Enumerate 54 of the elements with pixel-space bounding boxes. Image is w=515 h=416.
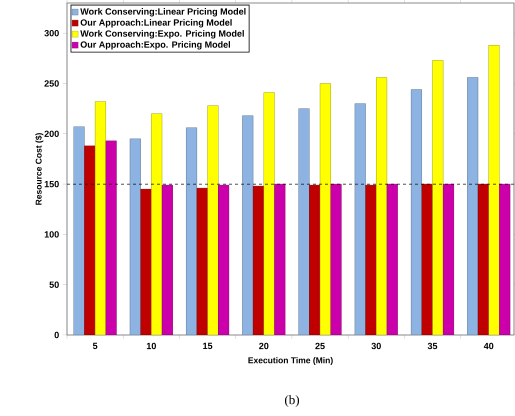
y-tick-label: 50 <box>49 282 59 288</box>
bar <box>442 184 454 335</box>
y-axis-title: Resource Cost ($) <box>35 133 44 205</box>
x-axis-title: Execution Time (Min) <box>248 357 333 365</box>
y-tick-label: 250 <box>44 80 59 87</box>
text: (b) <box>284 395 300 407</box>
y-tick-label: 200 <box>44 130 59 137</box>
bar <box>309 184 320 335</box>
x-tick-label: 25 <box>315 342 325 350</box>
bar <box>386 184 398 335</box>
bar <box>186 128 198 335</box>
x-tick-label: 20 <box>259 342 268 350</box>
y-tick-label: 100 <box>44 231 59 238</box>
x-tick-label: 15 <box>203 342 212 350</box>
y-tick-label: 150 <box>44 180 59 188</box>
bar <box>422 184 433 335</box>
bar <box>252 186 264 335</box>
bar <box>410 89 422 335</box>
bar <box>298 108 310 335</box>
legend-label: Work Conserving:Expo. Pricing Model <box>80 30 244 39</box>
bar <box>74 126 85 335</box>
bar <box>478 184 489 335</box>
bar <box>274 184 286 335</box>
y-tick-label: 0 <box>54 332 59 338</box>
bar <box>354 103 366 335</box>
bar <box>376 77 388 335</box>
bar <box>151 113 162 335</box>
bar <box>365 184 376 335</box>
bar <box>140 188 152 335</box>
legend-label: Our Approach:Expo. Pricing Model <box>80 41 230 50</box>
bar <box>84 146 96 335</box>
bar <box>106 140 117 335</box>
bar <box>499 184 510 335</box>
bar <box>94 101 106 335</box>
x-tick-label: 35 <box>428 342 438 350</box>
bar <box>467 77 478 335</box>
x-tick-label: 40 <box>484 342 494 350</box>
bar <box>196 188 208 335</box>
x-tick-label: 30 <box>371 342 381 350</box>
x-tick-label: 5 <box>92 342 98 350</box>
bar <box>207 105 218 335</box>
x-tick-label: 10 <box>146 342 156 350</box>
legend-label: Our Approach:Linear Pricing Model <box>80 19 232 28</box>
legend-label: Work Conserving:Linear Pricing Model <box>80 8 246 16</box>
bar <box>488 45 500 335</box>
bar <box>320 83 331 335</box>
bar <box>242 115 254 335</box>
bar <box>432 60 444 335</box>
bar <box>130 138 141 335</box>
bar <box>162 184 173 335</box>
bar <box>330 184 342 335</box>
bar <box>218 184 230 335</box>
y-tick-label: 300 <box>44 30 59 36</box>
bar <box>264 92 275 335</box>
